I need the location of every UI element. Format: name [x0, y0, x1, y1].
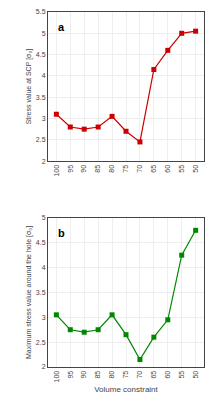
svg-text:60: 60 — [164, 371, 171, 379]
svg-text:4: 4 — [42, 72, 46, 79]
svg-text:4: 4 — [42, 264, 46, 271]
svg-text:100: 100 — [53, 371, 60, 383]
svg-text:75: 75 — [122, 371, 129, 379]
svg-text:2.5: 2.5 — [36, 136, 46, 143]
svg-text:3: 3 — [42, 314, 46, 321]
svg-text:60: 60 — [164, 165, 171, 173]
svg-text:2.5: 2.5 — [36, 339, 46, 346]
svg-text:2: 2 — [42, 363, 46, 370]
svg-text:85: 85 — [94, 371, 101, 379]
svg-text:80: 80 — [108, 371, 115, 379]
svg-text:3.5: 3.5 — [36, 94, 46, 101]
svg-text:75: 75 — [122, 165, 129, 173]
svg-text:80: 80 — [108, 165, 115, 173]
svg-text:2: 2 — [42, 158, 46, 165]
svg-text:3: 3 — [42, 115, 46, 122]
svg-text:85: 85 — [94, 165, 101, 173]
svg-text:65: 65 — [150, 371, 157, 379]
svg-text:65: 65 — [150, 165, 157, 173]
svg-text:5: 5 — [42, 30, 46, 37]
svg-text:5: 5 — [42, 214, 46, 221]
svg-text:4.5: 4.5 — [36, 239, 46, 246]
svg-text:3.5: 3.5 — [36, 289, 46, 296]
svg-text:a: a — [58, 21, 65, 33]
svg-text:70: 70 — [136, 165, 143, 173]
svg-text:Volume constraint: Volume constraint — [94, 385, 158, 394]
svg-text:70: 70 — [136, 371, 143, 379]
svg-text:50: 50 — [192, 165, 199, 173]
svg-text:b: b — [58, 227, 65, 239]
svg-text:55: 55 — [178, 165, 185, 173]
svg-text:Stress value at SCP [σ₀]: Stress value at SCP [σ₀] — [25, 49, 33, 125]
svg-text:95: 95 — [67, 371, 74, 379]
svg-text:50: 50 — [192, 371, 199, 379]
svg-text:90: 90 — [80, 165, 87, 173]
svg-text:5.5: 5.5 — [36, 8, 46, 15]
svg-text:Maximum stress value around th: Maximum stress value around the hole [σ₀… — [25, 226, 33, 359]
svg-text:90: 90 — [80, 371, 87, 379]
svg-text:100: 100 — [53, 165, 60, 177]
svg-text:95: 95 — [67, 165, 74, 173]
svg-text:55: 55 — [178, 371, 185, 379]
svg-text:4.5: 4.5 — [36, 51, 46, 58]
